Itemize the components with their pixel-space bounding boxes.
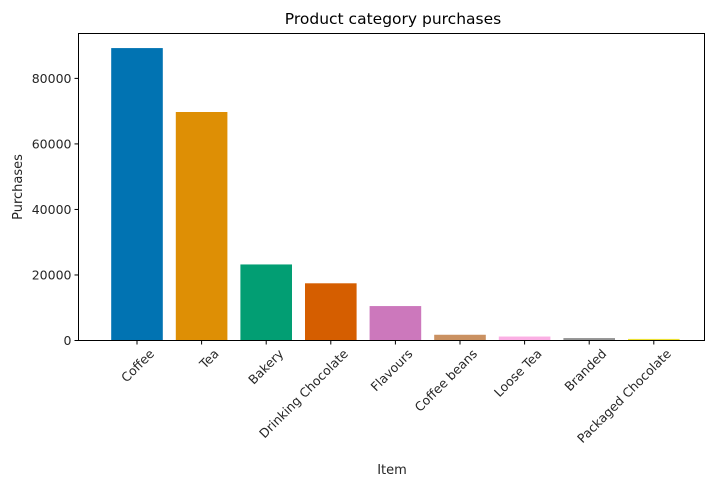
bar-flavours [369, 306, 422, 341]
y-tick-label: 20000 [32, 267, 72, 282]
x-tick-label: Coffee [118, 346, 157, 385]
y-tick-label: 60000 [32, 136, 72, 151]
bar-tea [175, 112, 228, 341]
x-tick-label: Branded [561, 346, 609, 394]
bar-coffee [111, 48, 163, 341]
x-tick-label: Coffee beans [411, 346, 480, 415]
chart-title: Product category purchases [285, 10, 501, 28]
x-tick-label: Tea [196, 346, 222, 372]
bar-branded [563, 338, 615, 341]
x-tick-label: Flavours [367, 346, 415, 394]
bar-coffee-beans [434, 334, 486, 341]
y-axis-ticks: 0 20000 40000 60000 80000 [32, 71, 79, 348]
bar-loose-tea [498, 336, 551, 341]
x-tick-label: Loose Tea [491, 346, 545, 400]
y-tick-label: 40000 [32, 202, 72, 217]
y-tick-label: 0 [64, 333, 72, 348]
bars-group [111, 48, 680, 341]
x-tick-label: Bakery [245, 346, 287, 388]
x-axis-label: Item [377, 463, 407, 478]
y-axis-label: Purchases [11, 154, 26, 220]
plot-frame [78, 33, 705, 341]
bar-bakery [240, 264, 292, 341]
y-tick-label: 80000 [32, 71, 72, 86]
bar-drinking-chocolate [305, 283, 357, 341]
bar-packaged-chocolate [628, 338, 680, 341]
